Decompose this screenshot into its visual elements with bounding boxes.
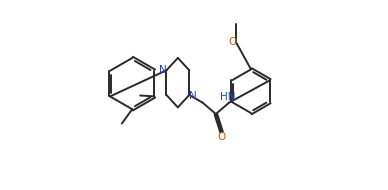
Text: HN: HN bbox=[220, 92, 236, 102]
Text: O: O bbox=[228, 37, 237, 47]
Text: N: N bbox=[189, 91, 197, 101]
Text: O: O bbox=[218, 132, 226, 142]
Text: N: N bbox=[159, 65, 167, 75]
